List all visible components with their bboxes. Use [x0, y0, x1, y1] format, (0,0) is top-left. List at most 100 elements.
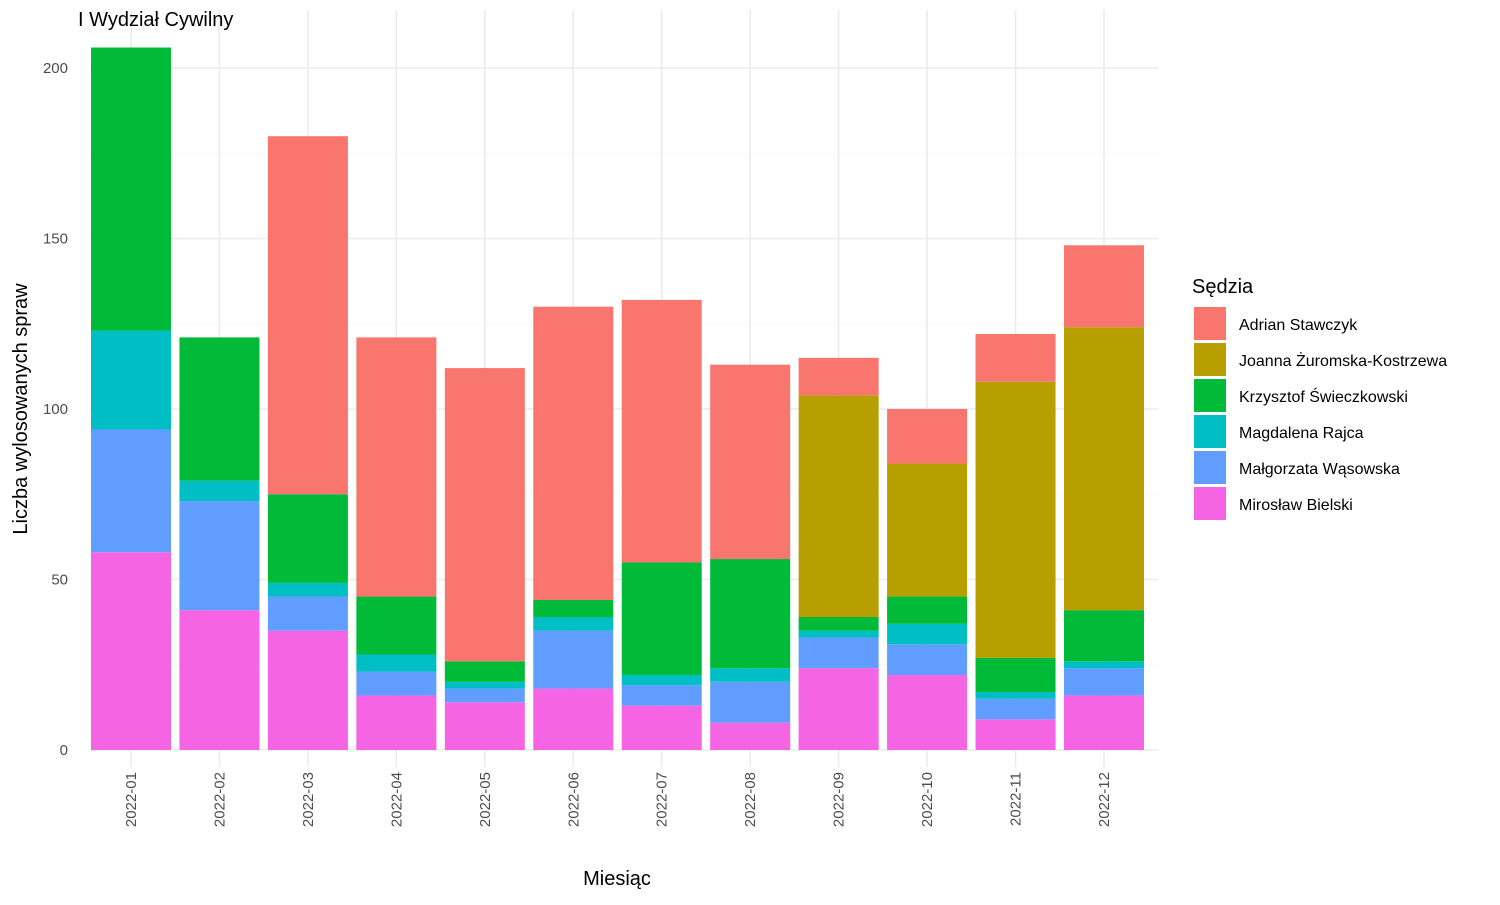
- bar-segment-2022-06-adrian-stawczyk: [533, 306, 614, 600]
- x-tick-label: 2022-04: [388, 772, 405, 827]
- bar-segment-2022-12-adrian-stawczyk: [1064, 245, 1144, 328]
- x-tick-label: 2022-06: [565, 772, 582, 827]
- legend-key: [1194, 343, 1226, 376]
- bar-segment-2022-06-mirosaw-bielski: [533, 688, 614, 750]
- bar-segment-2022-08-krzysztof-swieczkowski: [710, 559, 791, 669]
- legend-key: [1194, 451, 1226, 484]
- bar-segment-2022-03-magdalena-rajca: [267, 582, 348, 597]
- bar-segment-2022-05-mirosaw-bielski: [444, 702, 525, 750]
- bar-segment-2022-10-magorzata-wasowska: [887, 644, 968, 675]
- x-tick-label: 2022-11: [1008, 772, 1025, 826]
- chart-title: I Wydział Cywilny: [78, 9, 233, 31]
- legend-key: [1194, 487, 1226, 520]
- bar-segment-2022-12-joanna-zuromska-kostrzewa: [1064, 327, 1144, 611]
- x-tick-label: 2022-09: [831, 772, 848, 827]
- legend-label: Mirosław Bielski: [1239, 497, 1353, 514]
- x-tick-label: 2022-02: [211, 772, 228, 827]
- bar-segment-2022-07-magdalena-rajca: [621, 674, 702, 686]
- bar-segment-2022-03-adrian-stawczyk: [267, 136, 348, 495]
- bar-segment-2022-02-mirosaw-bielski: [179, 610, 260, 750]
- bar-segment-2022-03-magorzata-wasowska: [267, 596, 348, 631]
- legend-key: [1194, 307, 1226, 340]
- bar-segment-2022-01-magorzata-wasowska: [91, 429, 171, 553]
- bar-segment-2022-10-magdalena-rajca: [887, 623, 968, 645]
- bar-segment-2022-09-adrian-stawczyk: [798, 357, 879, 396]
- bar-segment-2022-09-krzysztof-swieczkowski: [798, 617, 879, 631]
- x-tick-label: 2022-05: [477, 772, 494, 827]
- bar-segment-2022-10-adrian-stawczyk: [887, 409, 968, 464]
- x-tick-label: 2022-10: [919, 772, 936, 827]
- bar-segment-2022-03-mirosaw-bielski: [267, 630, 348, 750]
- legend-key: [1194, 379, 1226, 412]
- y-tick-label: 150: [43, 231, 68, 248]
- bar-segment-2022-12-krzysztof-swieczkowski: [1064, 610, 1144, 662]
- legend-label: Małgorzata Wąsowska: [1239, 461, 1400, 478]
- bar-segment-2022-11-mirosaw-bielski: [975, 719, 1056, 750]
- bars: [91, 47, 1144, 750]
- x-axis-title: Miesiąc: [583, 868, 651, 890]
- bar-segment-2022-10-joanna-zuromska-kostrzewa: [887, 463, 968, 597]
- bar-segment-2022-10-krzysztof-swieczkowski: [887, 596, 968, 624]
- legend: Sędzia Adrian Stawczyk Joanna Żuromska-Ko…: [1192, 276, 1447, 520]
- y-axis-title: Liczba wylosowanych spraw: [10, 283, 32, 535]
- x-tick-label: 2022-03: [300, 772, 317, 827]
- bar-segment-2022-05-magorzata-wasowska: [444, 688, 525, 703]
- legend-label: Magdalena Rajca: [1239, 425, 1364, 442]
- legend-key: [1194, 415, 1226, 448]
- bar-segment-2022-04-krzysztof-swieczkowski: [356, 596, 437, 655]
- legend-title: Sędzia: [1192, 276, 1254, 298]
- bar-segment-2022-11-magorzata-wasowska: [975, 698, 1056, 720]
- bar-segment-2022-05-magdalena-rajca: [444, 681, 525, 689]
- bar-segment-2022-08-mirosaw-bielski: [710, 722, 791, 750]
- axes: 0 50 100 150 200 2022-01 2022-02 2022-03 2022-04…: [43, 60, 1113, 827]
- bar-segment-2022-07-magorzata-wasowska: [621, 685, 702, 706]
- bar-segment-2022-08-magorzata-wasowska: [710, 681, 791, 723]
- bar-segment-2022-08-adrian-stawczyk: [710, 364, 791, 560]
- bar-segment-2022-11-krzysztof-swieczkowski: [975, 657, 1056, 693]
- bar-segment-2022-08-magdalena-rajca: [710, 668, 791, 682]
- bar-segment-2022-02-krzysztof-swieczkowski: [179, 337, 260, 481]
- legend-label: Adrian Stawczyk: [1239, 317, 1358, 334]
- bar-segment-2022-03-krzysztof-swieczkowski: [267, 494, 348, 583]
- bar-segment-2022-06-magorzata-wasowska: [533, 630, 614, 689]
- bar-segment-2022-01-magdalena-rajca: [91, 330, 171, 430]
- bar-segment-2022-02-magdalena-rajca: [179, 480, 260, 502]
- bar-segment-2022-06-krzysztof-swieczkowski: [533, 599, 614, 618]
- bar-segment-2022-09-magdalena-rajca: [798, 630, 879, 638]
- y-tick-label: 200: [43, 60, 68, 77]
- bar-segment-2022-07-adrian-stawczyk: [621, 299, 702, 563]
- bar-segment-2022-01-mirosaw-bielski: [91, 552, 171, 750]
- y-tick-label: 0: [60, 742, 68, 759]
- x-tick-label: 2022-07: [654, 772, 671, 827]
- bar-segment-2022-11-adrian-stawczyk: [975, 333, 1056, 382]
- bar-segment-2022-09-magorzata-wasowska: [798, 637, 879, 669]
- legend-label: Joanna Żuromska-Kostrzewa: [1239, 351, 1447, 370]
- bar-segment-2022-02-magorzata-wasowska: [179, 501, 260, 611]
- bar-segment-2022-05-krzysztof-swieczkowski: [444, 661, 525, 682]
- x-tick-label: 2022-01: [123, 772, 140, 827]
- bar-segment-2022-04-adrian-stawczyk: [356, 337, 437, 597]
- bar-segment-2022-07-krzysztof-swieczkowski: [621, 562, 702, 675]
- y-tick-label: 50: [51, 572, 68, 589]
- bar-segment-2022-04-mirosaw-bielski: [356, 695, 437, 750]
- bar-segment-2022-09-joanna-zuromska-kostrzewa: [798, 395, 879, 618]
- bar-segment-2022-10-mirosaw-bielski: [887, 674, 968, 750]
- bar-segment-2022-04-magdalena-rajca: [356, 654, 437, 672]
- bar-segment-2022-07-mirosaw-bielski: [621, 705, 702, 750]
- y-tick-label: 100: [43, 401, 68, 418]
- bar-segment-2022-04-magorzata-wasowska: [356, 671, 437, 696]
- x-tick-label: 2022-08: [742, 772, 759, 827]
- bar-segment-2022-06-magdalena-rajca: [533, 617, 614, 631]
- bar-segment-2022-05-adrian-stawczyk: [444, 368, 525, 662]
- bar-segment-2022-12-magorzata-wasowska: [1064, 668, 1144, 696]
- bar-segment-2022-09-mirosaw-bielski: [798, 668, 879, 750]
- bar-segment-2022-12-magdalena-rajca: [1064, 661, 1144, 669]
- x-tick-label: 2022-12: [1096, 772, 1113, 827]
- legend-label: Krzysztof Świeczkowski: [1239, 387, 1408, 406]
- bar-segment-2022-01-krzysztof-swieczkowski: [91, 47, 171, 331]
- bar-segment-2022-11-magdalena-rajca: [975, 692, 1056, 699]
- bar-segment-2022-12-mirosaw-bielski: [1064, 695, 1144, 750]
- bar-segment-2022-11-joanna-zuromska-kostrzewa: [975, 381, 1056, 658]
